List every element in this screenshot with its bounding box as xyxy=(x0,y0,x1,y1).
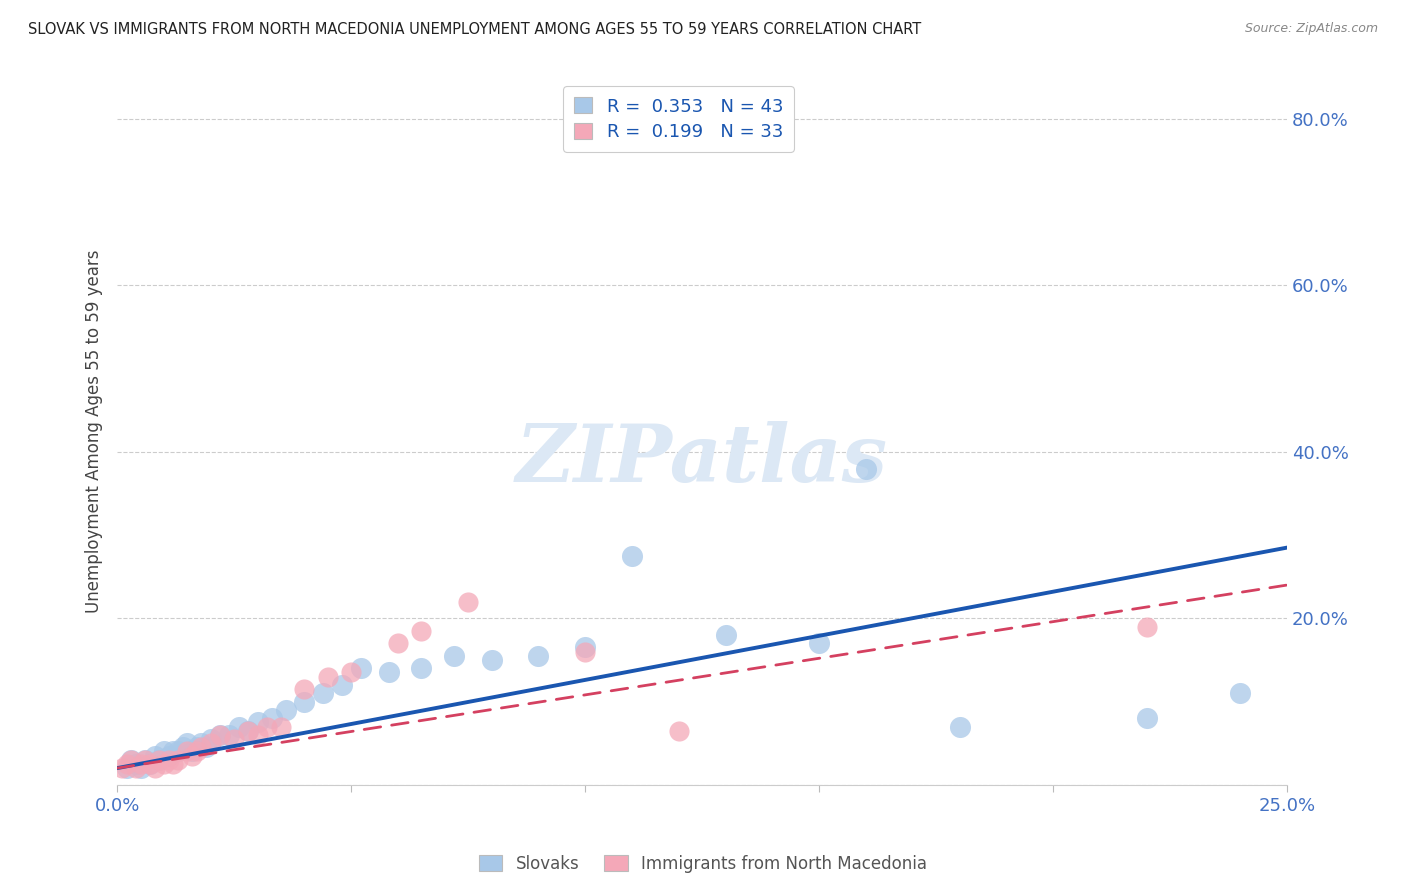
Point xyxy=(157,748,180,763)
Point xyxy=(340,665,363,680)
Point xyxy=(186,740,208,755)
Point xyxy=(246,715,269,730)
Point xyxy=(411,624,433,638)
Point xyxy=(457,595,479,609)
Point xyxy=(125,761,148,775)
Point xyxy=(134,753,156,767)
Point xyxy=(162,756,184,771)
Point xyxy=(948,719,970,733)
Point xyxy=(129,756,152,771)
Text: ZIPatlas: ZIPatlas xyxy=(516,421,889,498)
Point xyxy=(111,761,134,775)
Point xyxy=(148,753,170,767)
Point xyxy=(195,740,218,755)
Point xyxy=(209,728,232,742)
Point xyxy=(270,719,292,733)
Point xyxy=(200,731,222,746)
Point xyxy=(274,703,297,717)
Point xyxy=(260,711,283,725)
Point xyxy=(377,665,399,680)
Point xyxy=(292,694,315,708)
Point xyxy=(316,669,339,683)
Point xyxy=(181,748,204,763)
Point xyxy=(855,461,877,475)
Point xyxy=(808,636,831,650)
Point xyxy=(443,648,465,663)
Point xyxy=(228,719,250,733)
Point xyxy=(139,756,162,771)
Point xyxy=(181,744,204,758)
Point xyxy=(167,744,190,758)
Point xyxy=(190,736,212,750)
Point xyxy=(714,628,737,642)
Point xyxy=(574,645,596,659)
Point xyxy=(125,756,148,771)
Point xyxy=(209,728,232,742)
Point xyxy=(256,719,278,733)
Point xyxy=(115,756,138,771)
Point xyxy=(246,728,269,742)
Point xyxy=(148,753,170,767)
Point xyxy=(162,744,184,758)
Point xyxy=(1229,686,1251,700)
Point xyxy=(115,761,138,775)
Point xyxy=(387,636,409,650)
Point xyxy=(411,661,433,675)
Point xyxy=(153,744,176,758)
Point xyxy=(120,753,142,767)
Point xyxy=(481,653,503,667)
Point xyxy=(200,736,222,750)
Point xyxy=(134,753,156,767)
Point xyxy=(238,723,260,738)
Legend: R =  0.353   N = 43, R =  0.199   N = 33: R = 0.353 N = 43, R = 0.199 N = 33 xyxy=(564,87,794,152)
Point xyxy=(1136,711,1159,725)
Point xyxy=(668,723,690,738)
Point xyxy=(349,661,371,675)
Point xyxy=(527,648,550,663)
Point xyxy=(157,753,180,767)
Point xyxy=(176,736,198,750)
Point xyxy=(120,753,142,767)
Point xyxy=(190,740,212,755)
Text: SLOVAK VS IMMIGRANTS FROM NORTH MACEDONIA UNEMPLOYMENT AMONG AGES 55 TO 59 YEARS: SLOVAK VS IMMIGRANTS FROM NORTH MACEDONI… xyxy=(28,22,921,37)
Point xyxy=(574,640,596,655)
Point xyxy=(238,723,260,738)
Point xyxy=(176,744,198,758)
Point xyxy=(224,731,246,746)
Point xyxy=(1136,620,1159,634)
Point xyxy=(172,740,194,755)
Point xyxy=(218,728,240,742)
Legend: Slovaks, Immigrants from North Macedonia: Slovaks, Immigrants from North Macedonia xyxy=(472,848,934,880)
Point xyxy=(143,761,166,775)
Y-axis label: Unemployment Among Ages 55 to 59 years: Unemployment Among Ages 55 to 59 years xyxy=(86,250,103,613)
Point xyxy=(292,681,315,696)
Point xyxy=(129,761,152,775)
Point xyxy=(167,753,190,767)
Point xyxy=(186,744,208,758)
Point xyxy=(153,756,176,771)
Point xyxy=(139,756,162,771)
Point xyxy=(330,678,353,692)
Text: Source: ZipAtlas.com: Source: ZipAtlas.com xyxy=(1244,22,1378,36)
Point xyxy=(620,549,643,563)
Point xyxy=(312,686,335,700)
Point xyxy=(143,748,166,763)
